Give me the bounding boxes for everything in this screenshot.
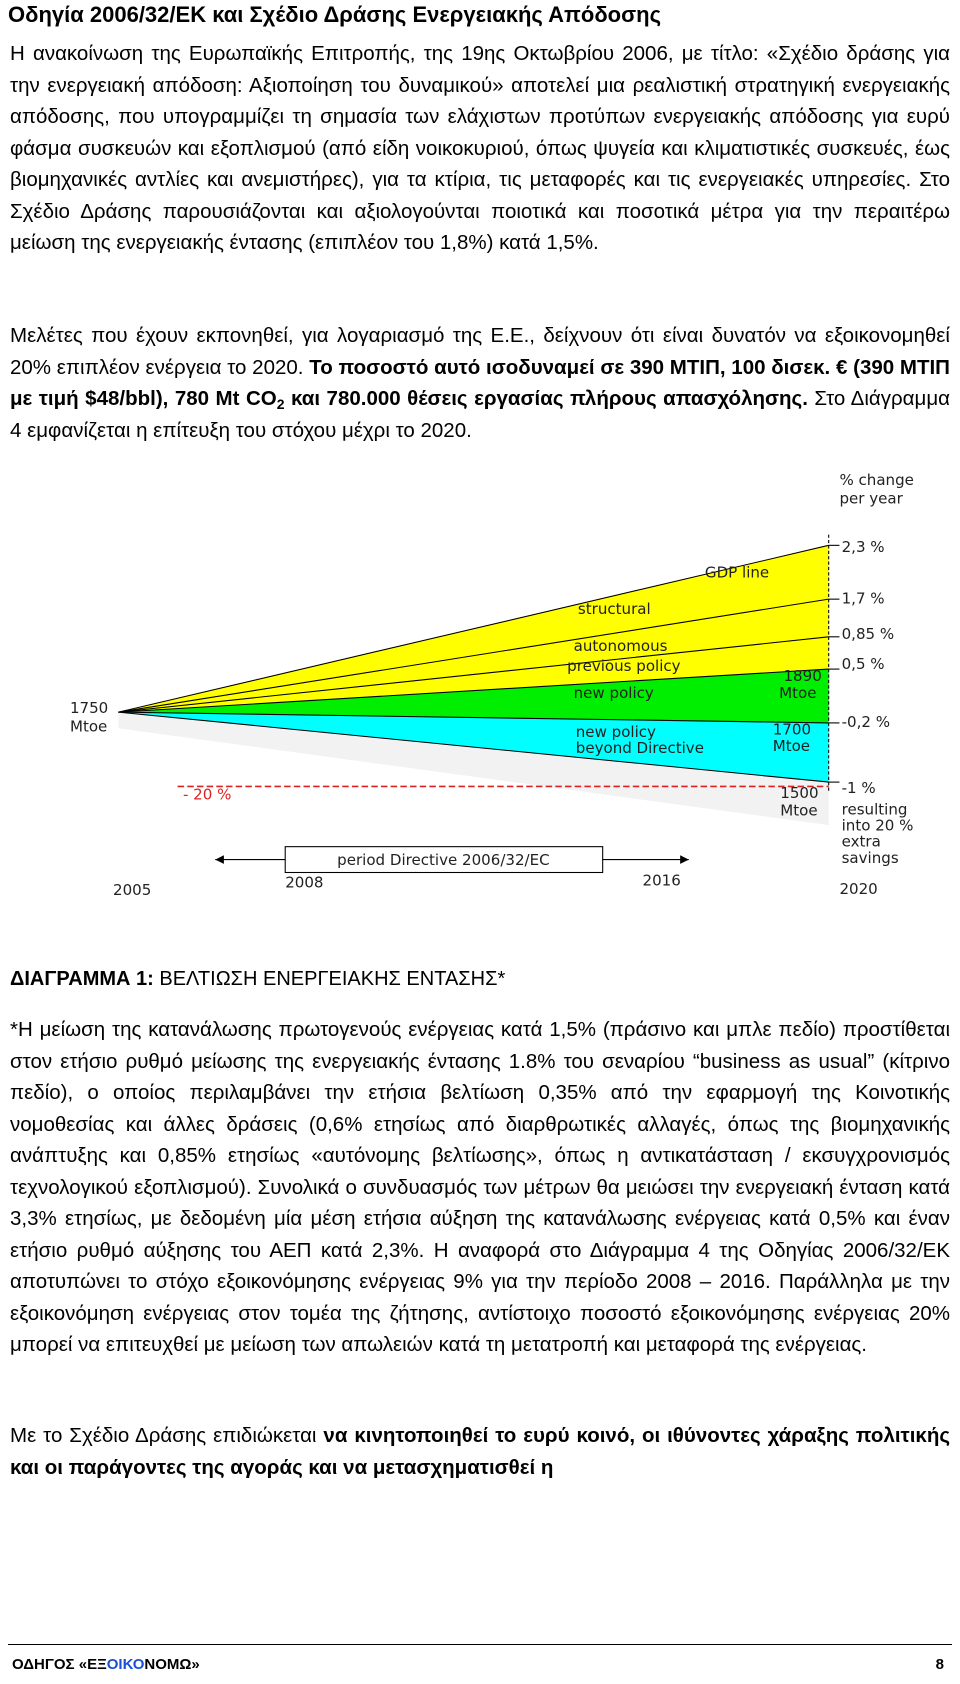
page-number: 8 [935, 1656, 944, 1673]
paragraph: Η ανακοίνωση της Ευρωπαϊκής Επιτροπής, τ… [10, 38, 950, 259]
label: - 20 % [183, 785, 231, 803]
shade [118, 712, 829, 826]
caption: ΔΙΑΓΡΑΜΜΑ 1: ΒΕΛΤΙΩΣΗ ΕΝΕΡΓΕΙΑΚΗΣ ΕΝΤΑΣΗ… [10, 968, 505, 991]
label: 1,7 % [842, 589, 885, 607]
year: 2005 [113, 881, 151, 899]
label: 1500 [780, 784, 818, 802]
label: 1700 [773, 721, 811, 739]
label: per year [839, 489, 903, 507]
label: Mtoe [780, 801, 817, 819]
text-run: να κινητοποιηθεί το ευρύ κοινό, οι ιθύνο… [10, 1424, 950, 1479]
paragraph: *Η μείωση της κατανάλωσης πρωτογενούς εν… [10, 1014, 950, 1361]
label: 2,3 % [842, 538, 885, 556]
text-run: ΟΙΚΟ [106, 1656, 145, 1673]
label: 0,85 % [842, 625, 895, 643]
arrow-head [680, 855, 689, 864]
label: new policy [574, 684, 654, 702]
year: 2008 [285, 874, 323, 892]
text-run: και 780.000 θέσεις εργασίας πλήρους απασ… [284, 387, 808, 410]
label: resulting [842, 800, 908, 818]
text-run: ΒΕΛΤΙΩΣΗ ΕΝΕΡΓΕΙΑΚΗΣ ΕΝΤΑΣΗΣ* [153, 968, 506, 990]
label: 0,5 % [842, 655, 885, 673]
text-run: Με το Σχέδιο Δράσης επιδιώκεται [10, 1424, 324, 1447]
label: GDP line [705, 564, 769, 582]
text-run: *Η μείωση της κατανάλωσης πρωτογενούς εν… [10, 1018, 950, 1356]
footer-rule [8, 1644, 952, 1645]
label: Mtoe [70, 718, 107, 736]
paragraph: Μελέτες που έχουν εκπονηθεί, για λογαρια… [10, 320, 950, 446]
paragraph: Με το Σχέδιο Δράσης επιδιώκεται να κινητ… [10, 1420, 950, 1483]
label: -1 % [842, 779, 876, 797]
label: Mtoe [773, 737, 810, 755]
text-run: ΟΔΗΓΟΣ «ΕΞ [12, 1656, 107, 1673]
text-run: Μελέτες που έχουν εκπονηθεί, για λογαρια… [10, 324, 950, 379]
arrow-head [215, 855, 224, 864]
label: 1750 [70, 699, 108, 717]
label: extra [842, 833, 881, 851]
label: 1890 [783, 667, 821, 685]
green-field [118, 669, 829, 723]
year: 2016 [643, 871, 681, 889]
year: 2020 [839, 880, 877, 898]
text-run: Η ανακοίνωση της Ευρωπαϊκής Επιτροπής, τ… [10, 42, 950, 254]
text-run: 2 [276, 396, 285, 412]
heading: Οδηγία 2006/32/ΕΚ και Σχέδιο Δράσης Ενερ… [8, 2, 662, 27]
text-run: Στο Διάγραμμα 4 εμφανίζεται η επίτευξη τ… [10, 387, 951, 442]
text-run: ΝΟΜΩ» [144, 1656, 200, 1673]
label: into 20 % [842, 817, 914, 835]
label: Mtoe [779, 684, 816, 702]
label: autonomous [574, 637, 668, 655]
diagram: % change per year 2,3 % 1,7 % 0,85 % 0,5… [70, 471, 914, 899]
label: beyond Directive [576, 739, 704, 757]
label: -0,2 % [842, 713, 890, 731]
label: new policy [576, 723, 656, 741]
label: savings [842, 849, 899, 867]
label: structural [578, 600, 651, 618]
label: previous policy [567, 657, 681, 675]
text-run: ΔΙΑΓΡΑΜΜΑ 1: [10, 968, 154, 990]
yellow-field [118, 545, 829, 713]
label: % change [839, 471, 913, 489]
footer-brand: ΟΔΗΓΟΣ «ΕΞΟΙΚΟΝΟΜΩ» [12, 1656, 200, 1673]
period-box [284, 846, 604, 874]
text-run: Το ποσοστό αυτό ισοδυναμεί σε 390 ΜΤΙΠ, … [10, 355, 950, 411]
label: period Directive 2006/32/EC [337, 851, 550, 869]
